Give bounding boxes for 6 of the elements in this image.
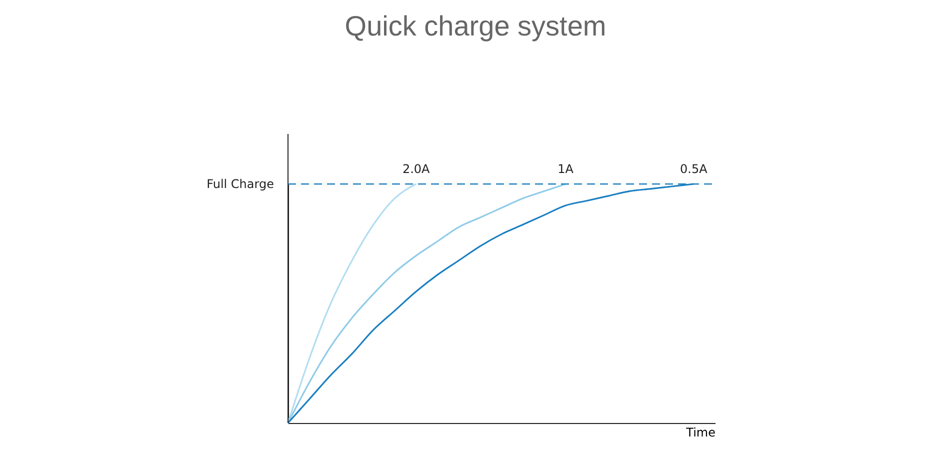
- x-axis-title: Time: [685, 426, 716, 440]
- ref-line-label: Full Charge: [206, 177, 274, 191]
- series-label: 1A: [558, 162, 574, 176]
- chart-title: Quick charge system: [344, 10, 606, 42]
- series-label: 0.5A: [680, 162, 708, 176]
- series-label: 2.0A: [402, 162, 431, 176]
